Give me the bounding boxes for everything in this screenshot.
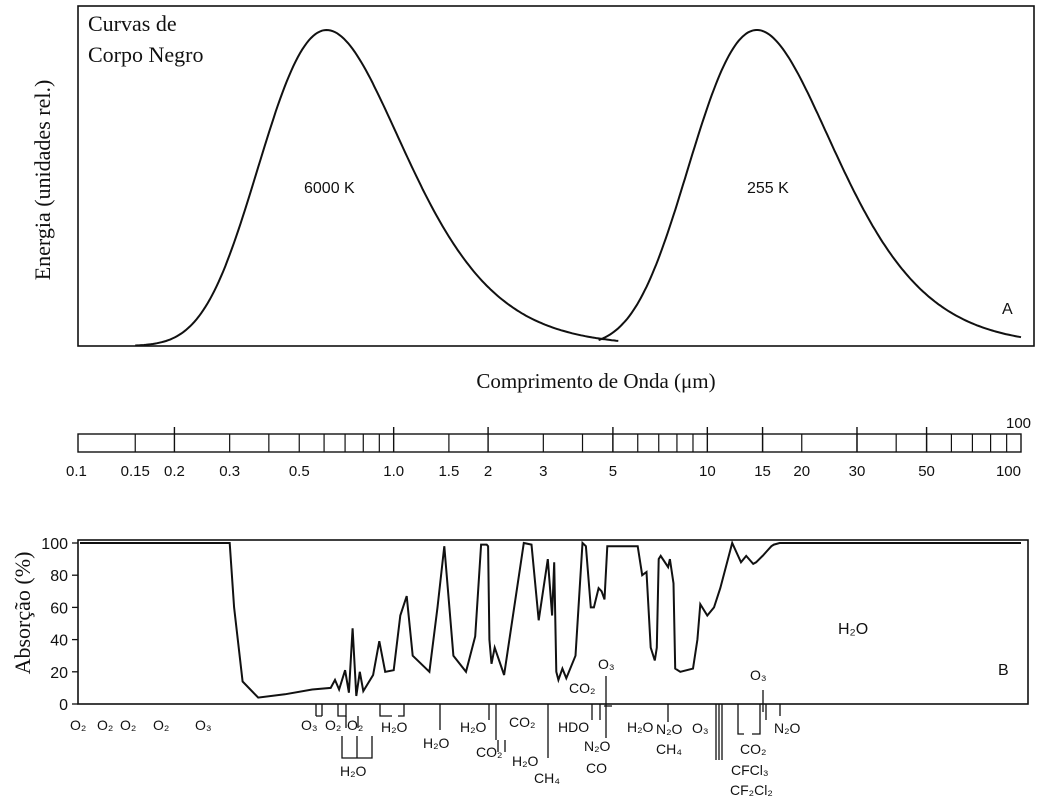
panel-b-y-tick-label: 0 [59,697,68,714]
scale-tick-label: 15 [754,463,771,480]
molecule-label: CO₂ [509,714,535,730]
panel-b-y-tick-label: 80 [50,568,68,585]
molecule-label: CO [586,760,607,776]
molecule-label: CH₄ [534,770,560,786]
panel-b-annotation-h2o: H₂O [838,621,868,638]
molecule-bracket-line [497,740,506,752]
molecule-bracket-line [488,704,497,740]
panel-b-y-ticks: 0 20 40 60 80 100 [41,536,78,714]
molecule-bracket-line [345,716,359,728]
molecule-label: CO₂ [476,744,502,760]
scale-tick-label: 0.2 [164,463,185,480]
molecule-label: O₃ [750,667,767,683]
molecule-label: H₂O [423,735,450,751]
molecule-label: H₂O [627,719,654,735]
curve-255k [598,29,1022,342]
scale-tick-label: 20 [793,463,810,480]
molecule-label: CF₂Cl₂ [730,782,773,798]
molecule-bracket-line [737,704,761,735]
panel-b-y-tick-label: 100 [41,536,68,553]
panel-b-frame [77,539,1029,705]
scale-tick-label: 0.5 [289,463,310,480]
panel-a-title-line-1: Curvas de [88,11,177,36]
scale-tick-label: 5 [609,463,617,480]
molecule-label: H₂O [512,753,539,769]
molecule-label: O₂ [120,717,136,733]
panel-a-frame [77,5,1035,347]
absorption-curve [80,540,1021,699]
molecule-label: O₃ [692,720,709,736]
molecule-label: H₂O [460,719,487,735]
wavelength-scale-ticks [134,427,1008,452]
molecule-label: O₂ [97,717,113,733]
wavelength-scale-bar [77,433,1022,453]
molecule-bracket-line [341,736,373,759]
panel-b-y-tick-label: 20 [50,665,68,682]
molecule-label: H₂O [340,763,367,779]
panel-a-title-line-2: Corpo Negro [88,42,203,67]
molecule-bracket-line [315,704,323,717]
molecule-bracket-line [604,676,612,738]
molecule-label: O₃ [301,717,318,733]
panel-a-label: A [1002,301,1013,318]
molecule-bracket-lines [315,676,781,760]
molecule-bracket-line [337,704,347,717]
panel-b-y-tick-label: 40 [50,633,68,650]
molecule-label: CFCl₃ [731,762,769,778]
molecule-label: O₂ [70,717,86,733]
panel-a-x-axis-label: Comprimento de Onda (μm) [476,369,715,393]
scale-tick-label: 0.1 [66,463,87,480]
scale-tick-label: 30 [849,463,866,480]
scale-tick-label: 0.15 [121,463,150,480]
molecule-label: O₂ [153,717,169,733]
scale-tick-label: 100 [996,463,1021,480]
molecule-label: CH₄ [656,741,682,757]
molecule-label: O₂ [325,717,341,733]
molecule-bracket-line [715,704,723,760]
molecule-label: CO₂ [740,741,766,757]
molecule-label: CO₂ [569,680,595,696]
molecule-label: O₃ [598,656,615,672]
molecule-label: N₂O [584,738,611,754]
scale-tick-label: 50 [918,463,935,480]
wavelength-scale-extra-label: 100 [1006,415,1031,432]
molecule-label: H₂O [381,719,408,735]
molecule-label: O₂ [347,717,363,733]
scale-tick-label: 3 [539,463,547,480]
scale-tick-label: 2 [484,463,492,480]
molecule-bracket-line [591,704,601,720]
panel-b-label: B [998,662,1009,679]
molecule-label: HDO [558,719,589,735]
molecule-label: O₃ [195,717,212,733]
panel-b-y-axis-label: Absorção (%) [10,552,35,675]
scale-tick-label: 10 [699,463,716,480]
panel-b-y-tick-label: 60 [50,600,68,617]
series-label-6000k: 6000 K [304,180,355,197]
molecule-label: N₂O [774,720,801,736]
panel-a-y-axis-label: Energia (unidades rel.) [30,80,55,281]
scale-tick-label: 0.3 [219,463,240,480]
scale-tick-label: 1.0 [383,463,404,480]
molecule-labels: O₂ O₂ O₂ O₂ O₃ O₃ O₂ O₂H₂OH₂OH₂OH₂OCO₂CO₂H₂OCH₄… [70,656,801,798]
molecule-bracket-line [762,690,767,720]
molecule-label: N₂O [656,721,683,737]
molecule-bracket-line [379,704,405,717]
scale-tick-label: 1.5 [438,463,459,480]
series-label-255k: 255 K [747,180,789,197]
curve-6000k [135,28,619,347]
wavelength-scale-labels: 0.1 0.15 0.2 0.3 0.5 1.0 1.5 2 3 5 10 15 20 30 50 100 [66,463,1021,480]
